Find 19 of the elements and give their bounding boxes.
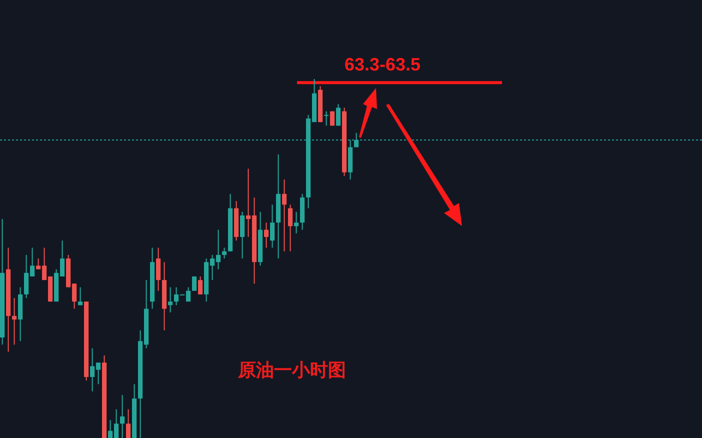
candlestick	[288, 204, 293, 252]
text: 63.3-63.5	[344, 54, 421, 75]
candlestick	[168, 286, 173, 313]
candlestick	[156, 247, 161, 292]
candlestick	[294, 211, 299, 234]
candlestick	[12, 297, 17, 346]
candlestick	[78, 286, 83, 306]
candlestick	[126, 408, 131, 438]
candlestick	[282, 179, 287, 252]
candlestick	[120, 394, 125, 438]
candlestick	[192, 276, 197, 292]
candlestick	[270, 204, 275, 248]
candlestick	[198, 276, 203, 295]
text: 原油一小时图	[237, 360, 346, 381]
candlestick	[264, 222, 269, 248]
candlestick	[336, 104, 341, 126]
candlestick	[324, 110, 329, 126]
candlestick	[222, 247, 227, 259]
candlestick	[240, 211, 245, 259]
